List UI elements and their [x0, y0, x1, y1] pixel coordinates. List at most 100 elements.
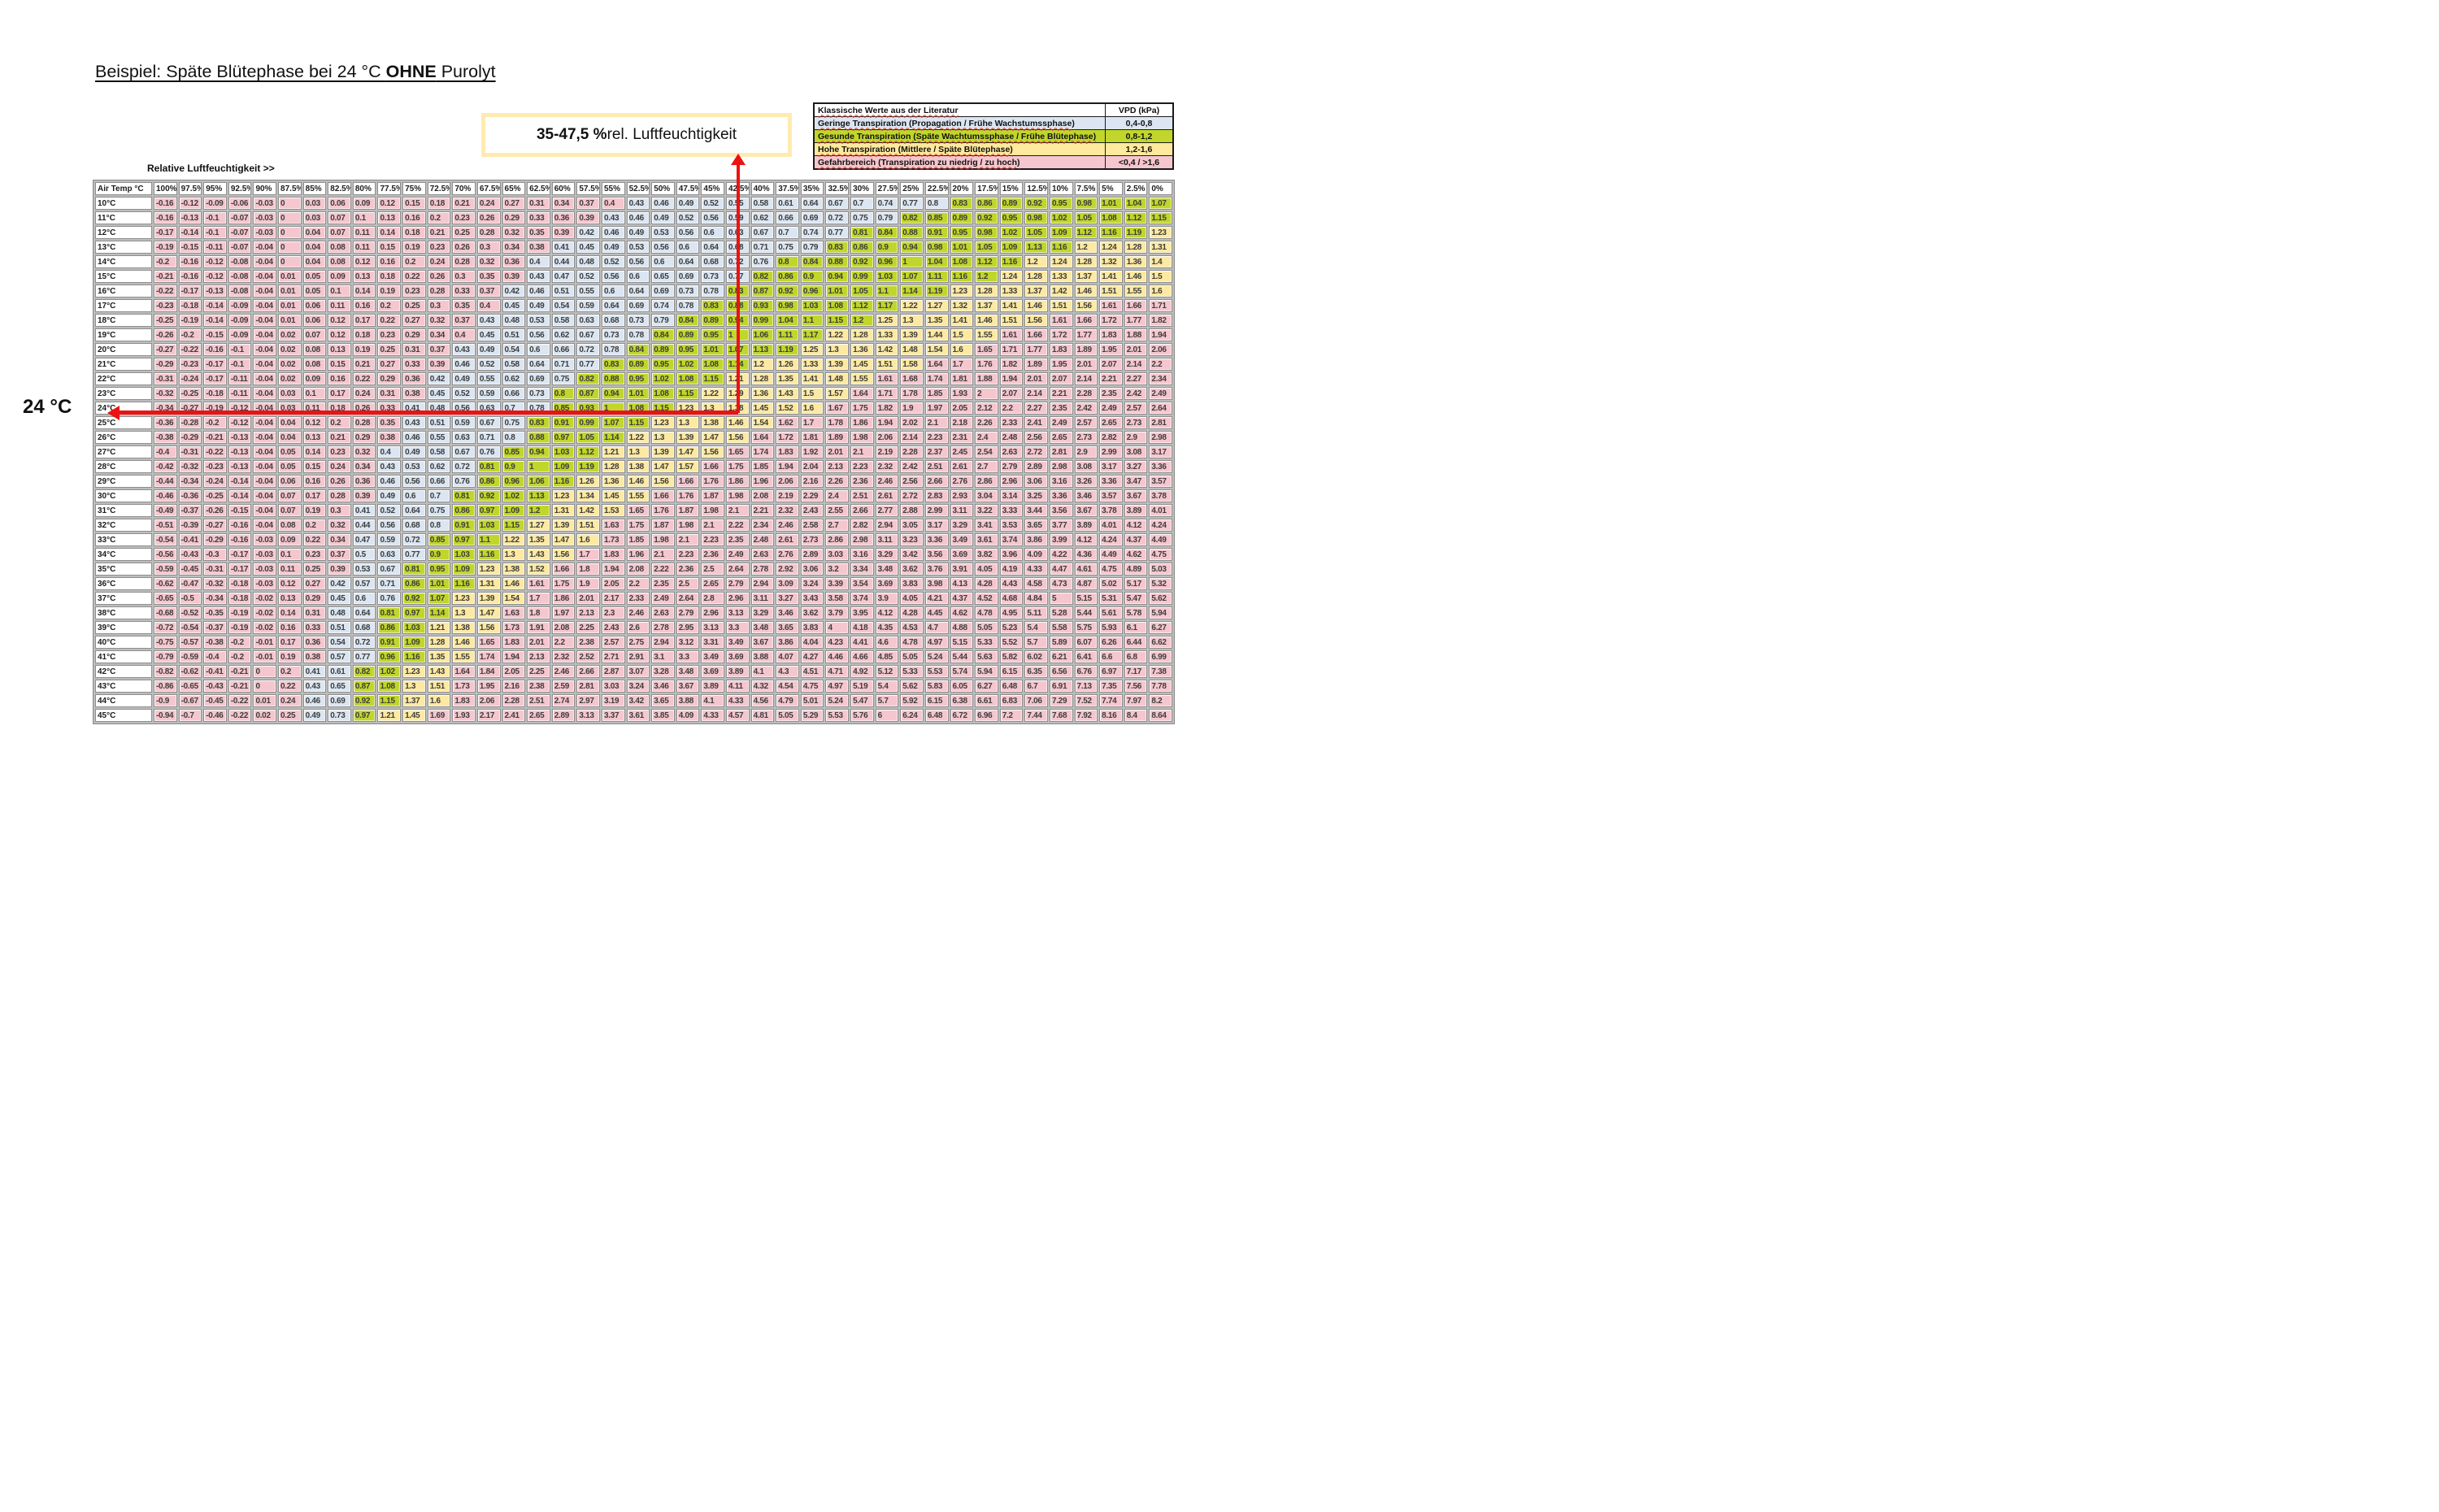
vpd-cell: 4.6 — [875, 636, 899, 649]
vpd-cell: 2.14 — [1124, 358, 1148, 371]
vpd-cell: 0.68 — [701, 255, 725, 268]
vpd-cell: 0.84 — [676, 314, 700, 327]
vpd-cell: 1.2 — [850, 314, 874, 327]
vpd-cell: 0.61 — [328, 665, 351, 678]
table-row: 25°C -0.36 -0.28 -0.2 -0.12 -0.04 0.04 0.12 0.2 0… — [95, 416, 1172, 429]
vpd-cell: 0.97 — [352, 709, 376, 722]
vpd-cell: 2.1 — [701, 519, 725, 532]
vpd-cell: 0.47 — [551, 270, 576, 283]
vpd-cell: 0.64 — [701, 241, 725, 254]
vpd-cell: 1.56 — [476, 621, 501, 634]
vpd-cell: 0.91 — [924, 226, 949, 239]
vpd-cell: 0.51 — [328, 621, 351, 634]
vpd-cell: 0.67 — [377, 563, 402, 576]
vpd-cell: -0.03 — [253, 548, 277, 561]
vpd-cell: 1.32 — [1099, 255, 1123, 268]
vpd-cell: 2.82 — [850, 519, 874, 532]
vpd-cell: 3.99 — [1049, 533, 1073, 546]
vpd-cell: 0.88 — [900, 226, 924, 239]
vpd-cell: 0.78 — [626, 328, 650, 341]
vpd-cell: 1.95 — [476, 680, 501, 693]
vpd-cell: 0.99 — [850, 270, 874, 283]
vpd-cell: -0.12 — [203, 255, 227, 268]
vpd-cell: 0.73 — [701, 270, 725, 283]
humidity-col-header: 10% — [1049, 182, 1073, 195]
humidity-col-header: 67.5% — [476, 182, 501, 195]
vpd-cell: -0.17 — [203, 358, 227, 371]
table-row: 13°C -0.19 -0.15 -0.11 -0.07 -0.04 0 0.04 0.08 0.… — [95, 241, 1172, 254]
vpd-cell: 1.64 — [452, 665, 476, 678]
vpd-cell: 0.09 — [278, 533, 302, 546]
vpd-cell: 1.16 — [999, 255, 1024, 268]
vpd-cell: 1.58 — [900, 358, 924, 371]
vpd-cell: 0.07 — [328, 211, 351, 224]
vpd-cell: -0.04 — [253, 504, 277, 517]
vpd-cell: 6.56 — [1049, 665, 1073, 678]
vpd-cell: 0.84 — [800, 255, 824, 268]
vpd-cell: 1.46 — [1124, 270, 1148, 283]
vpd-cell: -0.38 — [154, 431, 177, 444]
vpd-cell: 4.49 — [1149, 533, 1172, 546]
humidity-col-header: 0% — [1149, 182, 1172, 195]
vpd-cell: 1.01 — [1099, 197, 1123, 210]
vpd-cell: 7.2 — [999, 709, 1024, 722]
vpd-cell: 1.02 — [377, 665, 402, 678]
vpd-cell: 0.73 — [601, 328, 625, 341]
vpd-cell: -0.41 — [203, 665, 227, 678]
vpd-cell: 3.27 — [1124, 460, 1148, 473]
vpd-cell: -0.18 — [203, 387, 227, 400]
vpd-cell: 0.08 — [328, 255, 351, 268]
table-row: 20°C -0.27 -0.22 -0.16 -0.1 -0.04 0.02 0.08 0.13… — [95, 343, 1172, 356]
vpd-cell: 1.2 — [1074, 241, 1098, 254]
vpd-cell: 0.82 — [900, 211, 924, 224]
vpd-cell: 0.12 — [352, 255, 376, 268]
vpd-cell: 0.77 — [576, 358, 600, 371]
vpd-cell: -0.32 — [203, 577, 227, 590]
vpd-cell: 5.4 — [1024, 621, 1048, 634]
slide-canvas: Beispiel: Späte Blütephase bei 24 °C OHN… — [0, 0, 1220, 756]
vpd-cell: 1.66 — [701, 460, 725, 473]
vpd-cell: 2.34 — [750, 519, 775, 532]
vpd-cell: 0.38 — [527, 241, 550, 254]
vpd-cell: 0.11 — [352, 226, 376, 239]
vpd-cell: 7.52 — [1074, 694, 1098, 707]
temp-row-label: 11°C — [95, 211, 152, 224]
vpd-cell: 0.44 — [352, 519, 376, 532]
vpd-cell: 1.04 — [1124, 197, 1148, 210]
vpd-cell: 1.37 — [402, 694, 426, 707]
vpd-cell: 0.96 — [875, 255, 899, 268]
vpd-cell: 3.69 — [875, 577, 899, 590]
vpd-cell: 1.07 — [427, 592, 451, 605]
vpd-cell: 4.11 — [726, 680, 750, 693]
page-title: Beispiel: Späte Blütephase bei 24 °C OHN… — [95, 62, 496, 82]
temp-row-label: 44°C — [95, 694, 152, 707]
vpd-cell: 1.08 — [825, 299, 850, 312]
vpd-cell: 0.75 — [427, 504, 451, 517]
vpd-cell: 3.78 — [1149, 489, 1172, 502]
vpd-cell: 1.32 — [950, 299, 974, 312]
vpd-cell: 1.24 — [1099, 241, 1123, 254]
vpd-cell: 1.55 — [626, 489, 650, 502]
vpd-cell: 2.49 — [1149, 387, 1172, 400]
vpd-cell: 0.67 — [825, 197, 850, 210]
vpd-cell: -0.03 — [253, 563, 277, 576]
vpd-cell: 0.49 — [476, 343, 501, 356]
vpd-cell: -0.04 — [253, 314, 277, 327]
vpd-cell: 1.01 — [427, 577, 451, 590]
legend-label: Hohe Transpiration (Mittlere / Späte Blü… — [813, 142, 1106, 156]
vpd-cell: 1.21 — [601, 445, 625, 458]
vpd-cell: 2.64 — [676, 592, 700, 605]
vpd-cell: 0.45 — [502, 299, 526, 312]
vpd-cell: 3.91 — [950, 563, 974, 576]
vpd-cell: 4.68 — [999, 592, 1024, 605]
vpd-cell: 1.81 — [950, 372, 974, 385]
vpd-cell: 1.3 — [402, 680, 426, 693]
vpd-cell: 1.66 — [1124, 299, 1148, 312]
vpd-cell: 2.21 — [1049, 387, 1073, 400]
vpd-cell: 1.66 — [551, 563, 576, 576]
vpd-cell: -0.12 — [228, 416, 252, 429]
vpd-cell: 2.61 — [950, 460, 974, 473]
vpd-cell: 0.78 — [676, 299, 700, 312]
vpd-cell: -0.72 — [154, 621, 177, 634]
vpd-cell: 7.38 — [1149, 665, 1172, 678]
